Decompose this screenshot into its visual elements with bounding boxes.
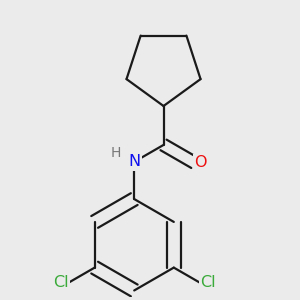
- Text: H: H: [110, 146, 121, 161]
- Text: Cl: Cl: [53, 275, 69, 290]
- Text: Cl: Cl: [200, 275, 215, 290]
- Text: O: O: [194, 155, 207, 170]
- Text: N: N: [128, 154, 140, 169]
